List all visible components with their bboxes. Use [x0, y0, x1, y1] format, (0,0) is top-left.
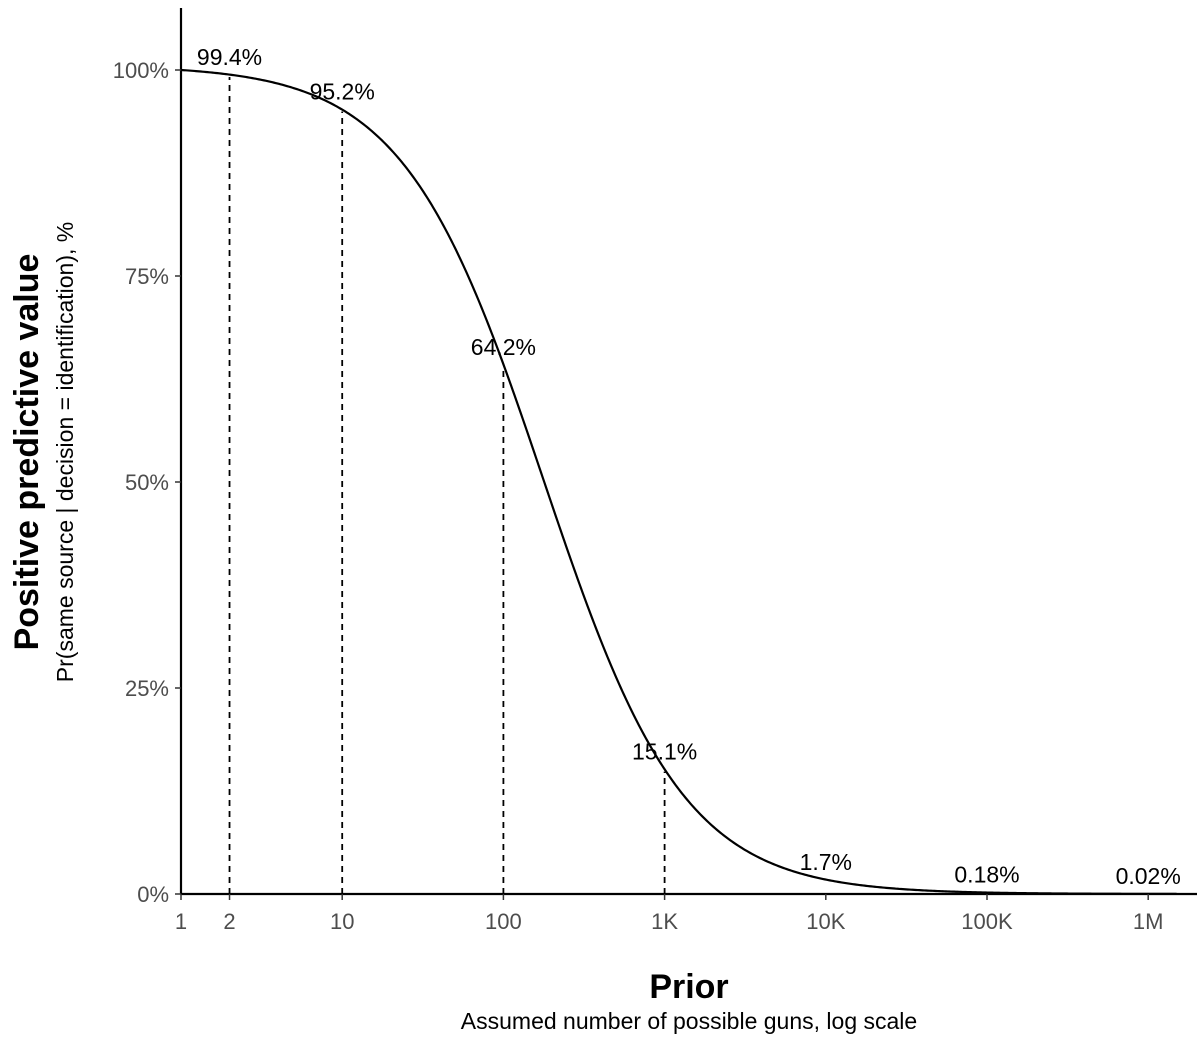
point-label: 1.7%: [800, 849, 852, 875]
point-label: 0.18%: [954, 862, 1019, 888]
y-tick-label: 0%: [137, 882, 169, 907]
y-axis-title: Positive predictive value: [8, 254, 46, 651]
x-tick-label: 10K: [806, 909, 845, 934]
point-label: 15.1%: [632, 739, 697, 765]
x-tick-label: 100: [485, 909, 522, 934]
point-labels: 99.4% 95.2% 64.2% 15.1% 1.7% 0.18% 0.02%: [197, 44, 1181, 889]
axes: [179, 8, 1197, 896]
y-tick-label: 50%: [125, 470, 169, 495]
y-axis-subtitle: Pr(same source | decision = identificati…: [52, 222, 78, 682]
point-label: 0.02%: [1116, 863, 1181, 889]
x-axis-subtitle: Assumed number of possible guns, log sca…: [461, 1008, 917, 1034]
x-tick-label: 10: [330, 909, 354, 934]
y-tick-label: 75%: [125, 264, 169, 289]
x-axis-title: Prior: [649, 968, 728, 1006]
x-tick-label: 2: [223, 909, 235, 934]
x-tick-label: 1K: [651, 909, 678, 934]
point-label: 95.2%: [310, 79, 375, 105]
ppv-curve-line: [180, 68, 1177, 895]
tick-labels: 1 2 10 100 1K 10K 100K 1M 0% 25% 50% 75% 100%: [113, 58, 1164, 934]
x-tick-label: 1M: [1133, 909, 1164, 934]
y-tick-label: 25%: [125, 676, 169, 701]
x-tick-label: 1: [175, 909, 187, 934]
point-label: 99.4%: [197, 44, 262, 70]
dashed-reference-lines: [228, 76, 666, 894]
y-tick-label: 100%: [113, 58, 169, 83]
x-tick-label: 100K: [961, 909, 1013, 934]
y-axis-title-group: Positive predictive value: [8, 254, 46, 651]
y-axis-subtitle-group: Pr(same source | decision = identificati…: [52, 222, 78, 682]
point-label: 64.2%: [471, 334, 536, 360]
